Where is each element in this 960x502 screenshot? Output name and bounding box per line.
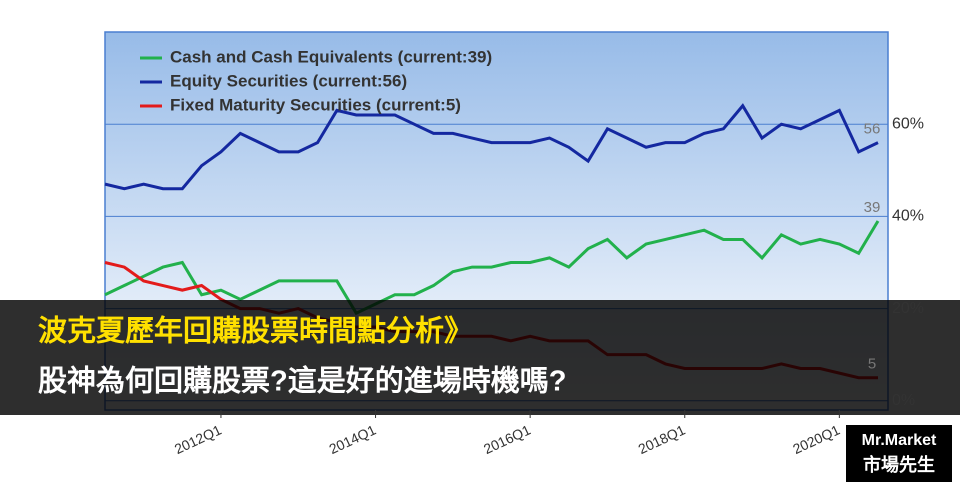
banner-title: 波克夏歷年回購股票時間點分析》 [38, 314, 473, 348]
x-tick-label: 2020Q1 [790, 421, 842, 457]
end-label: 5 [868, 356, 876, 373]
legend-label: Cash and Cash Equivalents (current:39) [170, 47, 492, 66]
legend-label: Fixed Maturity Securities (current:5) [170, 95, 461, 114]
brand-name: Mr.Market [862, 432, 937, 449]
end-label: 39 [864, 199, 881, 216]
legend-label: Equity Securities (current:56) [170, 71, 407, 90]
brand-name-zh: 市場先生 [863, 454, 935, 475]
x-tick-label: 2018Q1 [636, 421, 688, 457]
series-line [104, 220, 880, 316]
end-label: 56 [864, 121, 881, 138]
x-tick-label: 2014Q1 [326, 421, 378, 457]
y-tick-label: 60% [892, 115, 924, 132]
x-tick-label: 2012Q1 [172, 421, 224, 457]
x-tick-label: 2016Q1 [481, 421, 533, 457]
y-tick-label: 40% [892, 208, 924, 225]
series-line [104, 103, 879, 191]
y-tick-label: 0% [892, 392, 915, 409]
banner [0, 300, 960, 415]
y-tick-label: 20% [892, 300, 924, 317]
brand-box [846, 425, 952, 482]
banner-subtitle: 股神為何回購股票?這是好的進場時機嗎? [38, 364, 566, 398]
